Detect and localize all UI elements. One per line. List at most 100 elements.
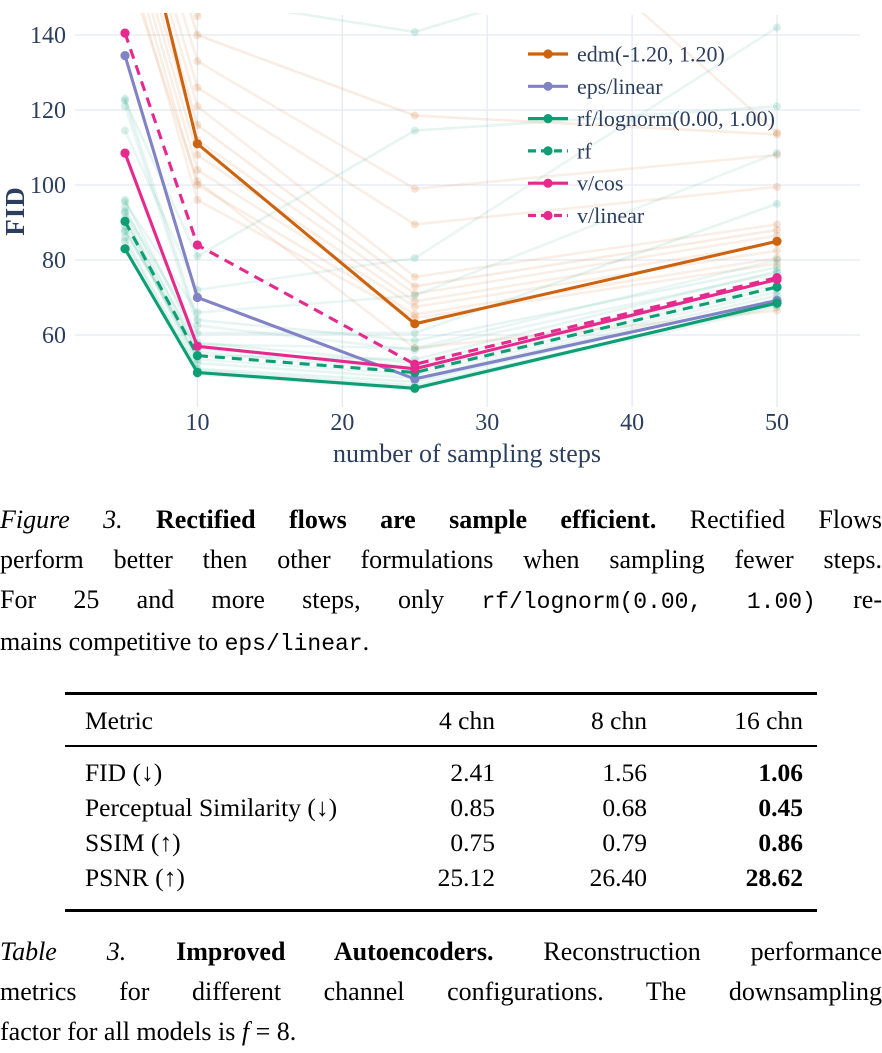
x-axis-title: number of sampling steps xyxy=(333,439,601,468)
background-data-point xyxy=(193,57,202,66)
background-series-line xyxy=(155,13,778,303)
caption-text-segment: = 8. xyxy=(249,1017,297,1046)
background-data-point xyxy=(193,196,202,204)
background-data-point xyxy=(773,306,781,315)
table-column-header: 8 chn xyxy=(495,693,647,747)
background-data-point xyxy=(121,203,129,212)
caption-text-segment: Rectified flows are sample efficient. xyxy=(156,505,657,534)
background-data-point xyxy=(193,181,202,189)
caption-text-segment: eps/linear xyxy=(224,631,363,657)
data-point-marker xyxy=(120,244,130,254)
data-point-marker xyxy=(410,383,420,393)
background-data-point xyxy=(410,344,419,353)
background-series-line xyxy=(146,13,778,316)
legend-marker-dot xyxy=(543,210,553,221)
caption-text-segment: Figure 3. xyxy=(0,505,123,534)
figure-caption-line: mains competitive to eps/linear. xyxy=(0,622,882,664)
background-data-point xyxy=(410,336,419,345)
background-data-point xyxy=(410,297,419,306)
background-data-point xyxy=(193,31,202,39)
background-data-point xyxy=(193,102,202,111)
background-data-point xyxy=(410,126,419,135)
data-point-marker xyxy=(410,374,420,384)
data-point-marker xyxy=(192,240,202,250)
caption-text-segment: metrics for different channel configurat… xyxy=(0,977,882,1006)
metric-value-cell: 1.06 xyxy=(758,758,803,787)
background-data-point xyxy=(773,23,781,32)
table-header-row: Metric 4 chn 8 chn 16 chn xyxy=(65,693,817,747)
background-data-point xyxy=(193,121,202,129)
table-row: FID (↓) 2.41 1.56 1.06 xyxy=(65,746,817,790)
metric-value-cell: 28.62 xyxy=(745,863,803,892)
table-body: FID (↓) 2.41 1.56 1.06 Perceptual Similarity… xyxy=(65,746,817,911)
caption-text-segment: Table 3. xyxy=(0,937,127,966)
metric-value-cell: 0.45 xyxy=(758,793,803,822)
table-column-header: 4 chn xyxy=(365,693,495,747)
series-line xyxy=(123,152,778,371)
background-data-point xyxy=(773,182,781,191)
x-tick-label: 50 xyxy=(765,410,789,436)
data-point-marker xyxy=(772,236,782,246)
background-series-line xyxy=(123,219,778,350)
y-tick-label: 100 xyxy=(30,173,66,199)
background-data-point xyxy=(410,344,419,353)
data-point-marker xyxy=(120,216,130,226)
y-tick-label: 80 xyxy=(42,248,66,274)
data-point-marker xyxy=(192,139,202,149)
background-data-point xyxy=(773,259,781,268)
background-data-point xyxy=(121,227,129,236)
metric-value-cell: 2.41 xyxy=(450,758,495,787)
background-data-point xyxy=(773,226,781,234)
background-data-point xyxy=(193,252,202,261)
background-data-point xyxy=(773,246,781,255)
background-series-line xyxy=(123,98,778,342)
background-series-line xyxy=(286,13,483,34)
fid-chart-svg: 60 80 100 120 140 10 20 30 40 50 number of samplin… xyxy=(0,13,860,468)
x-tick-label: 20 xyxy=(330,410,354,436)
fid-line-chart: 60 80 100 120 140 10 20 30 40 50 number of samplin… xyxy=(0,0,882,478)
background-data-point xyxy=(410,272,419,281)
data-point-marker xyxy=(192,351,202,361)
background-data-point xyxy=(121,233,129,242)
background-series-line xyxy=(168,13,778,279)
data-point-marker xyxy=(192,341,202,351)
legend-marker-dot xyxy=(543,49,553,59)
caption-text-segment: f xyxy=(241,1017,250,1046)
table-caption-line: factor for all models is f = 8. xyxy=(0,1012,882,1052)
metric-value-cell: 1.56 xyxy=(602,758,647,787)
caption-text-segment: perform better then other formulations w… xyxy=(0,545,882,574)
y-tick-label: 60 xyxy=(42,323,66,349)
table-column-header: Metric xyxy=(65,693,365,747)
caption-text-segment: re- xyxy=(815,585,882,614)
y-tick-label: 120 xyxy=(30,98,66,124)
data-point-marker xyxy=(120,51,130,61)
metric-value-cell: 0.85 xyxy=(450,793,495,822)
background-series-line xyxy=(123,206,778,372)
metric-name-cell: FID (↓) xyxy=(85,758,163,787)
table-caption: Table 3. Improved Autoencoders. Reconstr… xyxy=(0,932,882,1052)
data-point-marker xyxy=(192,367,202,378)
background-data-point xyxy=(193,177,202,186)
series-line xyxy=(123,55,778,381)
caption-text-segment: Improved Autoencoders. xyxy=(176,937,494,966)
table-column-header: 16 chn xyxy=(647,693,803,747)
data-point-marker xyxy=(120,148,130,158)
y-axis-title: FID xyxy=(0,186,30,236)
data-point-marker xyxy=(120,28,130,38)
metric-value-cell: 0.86 xyxy=(758,828,803,857)
figure-caption-line: Figure 3. Rectified flows are sample eff… xyxy=(0,500,882,540)
background-data-point xyxy=(410,184,419,193)
metric-value-cell: 0.75 xyxy=(450,828,495,857)
background-data-point xyxy=(121,126,129,135)
series-line xyxy=(163,13,778,326)
caption-text-segment: For 25 and more steps, only xyxy=(0,585,482,614)
metric-name-cell: PSNR (↑) xyxy=(85,863,185,892)
legend-item-label: eps/linear xyxy=(577,74,663,99)
background-data-point xyxy=(121,197,129,206)
background-data-point xyxy=(410,282,419,291)
caption-text-segment xyxy=(126,937,176,966)
legend-marker-dot xyxy=(543,114,553,124)
data-point-marker xyxy=(772,282,782,292)
background-series-line xyxy=(123,199,778,365)
caption-text-segment: Reconstruction performance xyxy=(493,937,882,966)
